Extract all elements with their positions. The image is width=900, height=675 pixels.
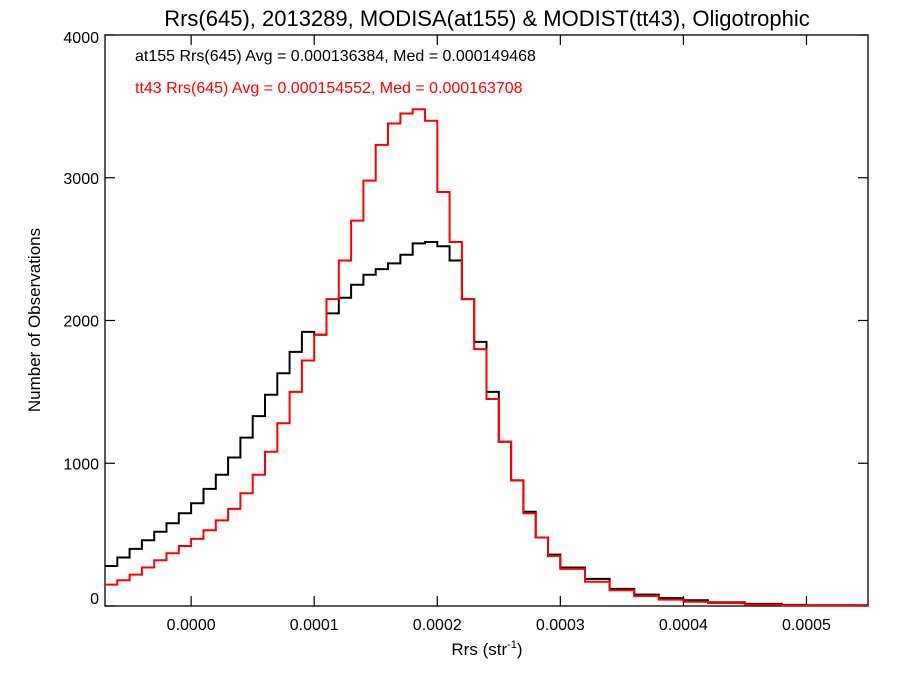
y-tick-label: 2000 (63, 314, 99, 331)
series-layer (105, 108, 869, 607)
y-tick-label: 1000 (63, 456, 99, 473)
series-line-at155 (105, 241, 869, 607)
legend-stats-tt43: tt43 Rrs(645) Avg = 0.000154552, Med = 0… (135, 80, 523, 97)
y-tick-label: 0 (90, 591, 99, 608)
legend-stats-at155: at155 Rrs(645) Avg = 0.000136384, Med = … (135, 48, 536, 65)
x-tick-label: 0.0001 (290, 617, 339, 634)
x-tick-label: 0.0005 (782, 617, 831, 634)
x-tick-label: 0.0003 (536, 617, 585, 634)
x-tick-label: 0.0000 (167, 617, 216, 634)
chart-title: Rrs(645), 2013289, MODISA(at155) & MODIS… (164, 6, 810, 31)
y-axis-ticks: 0 1000 2000 3000 4000 (63, 30, 868, 608)
x-axis-label-end: ) (517, 640, 523, 659)
x-tick-label: 0.0004 (659, 617, 708, 634)
y-tick-label: 3000 (63, 171, 99, 188)
y-axis-label: Number of Observations (25, 228, 44, 412)
series-line-tt43 (105, 108, 869, 607)
y-tick-label: 4000 (63, 30, 99, 47)
x-axis-ticks: 0.0000 0.0001 0.0002 0.0003 0.0004 0.0005 (167, 35, 831, 634)
x-tick-label: 0.0002 (413, 617, 462, 634)
x-axis-label-superscript: -1 (507, 639, 517, 651)
x-axis-label: Rrs (str-1) (451, 639, 522, 659)
